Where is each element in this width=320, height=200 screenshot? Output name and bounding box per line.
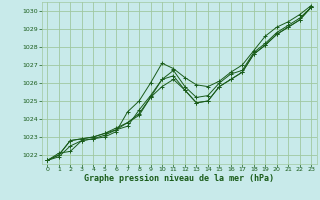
- X-axis label: Graphe pression niveau de la mer (hPa): Graphe pression niveau de la mer (hPa): [84, 174, 274, 183]
